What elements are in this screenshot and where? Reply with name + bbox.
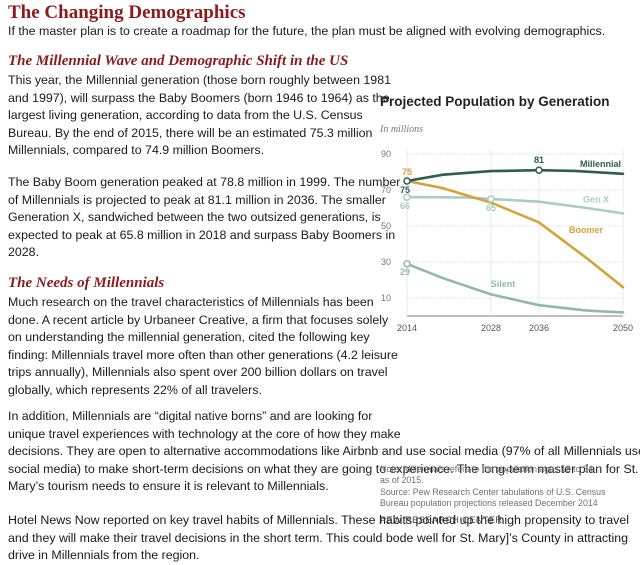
paragraph-line: Millennials, compared to 74.9 million Bo…: [8, 143, 265, 158]
paragraph: Hotel News Now reported on key travel ha…: [8, 512, 629, 565]
paragraph-line: of Millennials is projected to peak at 8…: [8, 192, 386, 207]
paragraph-line: 2028.: [8, 245, 40, 260]
paragraph-line: finding: Millennials travel more often t…: [8, 347, 398, 362]
series-line-silent: [405, 262, 625, 314]
paragraph-line: and they will make their travel decision…: [8, 530, 629, 545]
y-tick-label: 50: [381, 221, 391, 231]
series-label-boomer: Boomer: [569, 225, 604, 235]
data-point: [403, 177, 411, 185]
paragraph-line: Much research on the travel characterist…: [8, 295, 374, 309]
data-point: [403, 260, 411, 268]
data-point: [403, 193, 411, 201]
paragraph-line: The Baby Boom generation peaked at 78.8 …: [8, 175, 401, 189]
series-label-gen-x: Gen X: [583, 194, 609, 204]
chart-title: Projected Population by Generation: [380, 94, 610, 109]
intro-text: If the master plan is to create a roadma…: [8, 24, 606, 38]
x-tick-label: 2050: [613, 323, 633, 333]
paragraph-line: Generation X, sandwiched between the two…: [8, 210, 381, 225]
x-tick-label: 2014: [397, 323, 417, 333]
section-heading-millennial-wave: The Millennial Wave and Demographic Shif…: [8, 53, 349, 69]
paragraph-line: unique travel experiences with technolog…: [8, 426, 401, 441]
chart-subtitle: In millions: [379, 124, 423, 135]
data-point: [487, 195, 495, 203]
series-label-millennial: Millennial: [580, 159, 621, 169]
paragraph-line: expected to peak at 65.8 million in 2018…: [8, 227, 396, 242]
paragraph-line: Hotel News Now reported on key travel ha…: [8, 513, 630, 527]
section-heading-needs-of-millennials: The Needs of Millennials: [8, 275, 165, 291]
paragraph: This year, the Millennial generation (th…: [8, 72, 391, 160]
y-tick-label: 70: [381, 185, 391, 195]
paragraph: In addition, Millennials are “digital na…: [8, 408, 640, 496]
paragraph-line: trips annually), Millennials also spent …: [8, 365, 388, 380]
paragraph: Much research on the travel characterist…: [8, 294, 398, 400]
data-point: [535, 166, 543, 174]
paragraph-line: This year, the Millennial generation (th…: [8, 73, 391, 87]
chart-note-line: as of 2015.: [380, 475, 424, 486]
paragraph-line: decisions. They are open to alternative …: [8, 444, 640, 459]
paragraph-line: largest living generation, according to …: [8, 108, 363, 123]
x-tick-label: 2028: [481, 323, 501, 333]
chart-note-line: Note: Millennials refers to the populati…: [380, 464, 593, 474]
series-line-millennial: [405, 168, 625, 183]
y-tick-label: 30: [381, 257, 391, 267]
population-chart: Projected Population by Generation In mil…: [379, 94, 633, 333]
paragraph-line: Mary’s tourism needs to ensure it is rel…: [8, 479, 329, 494]
paragraph-line: on understanding the millennial generati…: [8, 330, 370, 345]
paragraph-line: done. A recent article by Urbaneer Creat…: [8, 312, 389, 327]
data-label: 81: [534, 155, 544, 165]
data-label: 75: [400, 185, 410, 195]
data-label: 66: [400, 201, 410, 211]
series-line-boomer: [405, 179, 625, 289]
y-tick-label: 10: [381, 293, 391, 303]
paragraph-line: In addition, Millennials are “digital na…: [8, 409, 373, 423]
paragraph-line: globally, which represents 22% of all tr…: [8, 382, 262, 397]
paragraph-line: social media) to make short-term decisio…: [8, 461, 639, 476]
chart-note-line: Source: Pew Research Center tabulations …: [380, 486, 606, 497]
paragraph-line: Bureau. By the end of 2015, there will b…: [8, 125, 373, 140]
y-tick-label: 90: [381, 149, 391, 159]
data-label: 65: [486, 203, 496, 213]
source-brand: PEW RESEARCH CENTER: [380, 515, 503, 525]
chart-note-line: Bureau population projections released D…: [380, 498, 598, 509]
chart-note: Note: Millennials refers to the populati…: [380, 464, 605, 510]
data-label: 29: [400, 267, 410, 277]
paragraph: The Baby Boom generation peaked at 78.8 …: [8, 174, 400, 262]
page-title: The Changing Demographics: [8, 2, 246, 23]
paragraph-line: and 1997), will surpass the Baby Boomers…: [8, 90, 390, 105]
data-label: 75: [402, 167, 412, 177]
series-label-silent: Silent: [491, 279, 516, 289]
x-tick-label: 2036: [529, 323, 549, 333]
paragraph-line: drive in Millennials from the region.: [8, 548, 200, 563]
